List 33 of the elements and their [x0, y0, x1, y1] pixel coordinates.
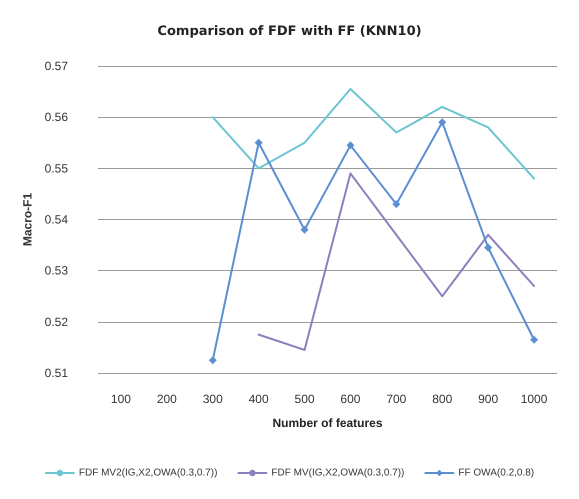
y-tick-label: 0.52	[44, 314, 68, 329]
y-tick-label: 0.53	[44, 264, 68, 278]
x-tick-label: 300	[202, 392, 224, 406]
x-tick-label: 900	[478, 392, 498, 406]
y-tick-label: 0.56	[44, 110, 68, 124]
x-tick-label: 100	[110, 392, 132, 406]
x-tick-label: 700	[386, 392, 407, 406]
point	[208, 356, 217, 364]
point	[346, 141, 354, 150]
point	[392, 200, 400, 208]
x-axis-title: Number of features	[272, 416, 383, 430]
point	[530, 336, 538, 344]
chart-title: Comparison of FDF with FF (KNN10)	[157, 24, 422, 39]
y-tick-label: 0.54	[44, 212, 68, 226]
point	[484, 244, 492, 252]
y-tick-label: 0.51	[44, 366, 68, 380]
y-tick-label: 0.57	[44, 59, 68, 73]
y-axis-title: Macro-F1	[20, 192, 35, 246]
legend-label: FDF MV2(IG,X2,OWA(0.3,0.7))	[78, 468, 218, 478]
x-tick-label: 200	[156, 392, 178, 406]
y-tick-label: 0.55	[44, 161, 68, 176]
legend-label: FDF MV(IG,X2,OWA(0.3,0.7))	[271, 468, 404, 478]
point	[300, 226, 309, 234]
x-tick-label: 600	[340, 392, 361, 406]
point	[438, 118, 446, 126]
line-series	[212, 88, 536, 180]
x-tick-label: 400	[248, 392, 269, 406]
line-series	[258, 172, 536, 351]
point	[254, 138, 263, 147]
x-tick-label: 500	[294, 392, 315, 406]
x-tick-label: 1000	[520, 392, 548, 406]
x-tick-label: 800	[432, 392, 453, 406]
legend-label: FF OWA(0.2,0.8)	[458, 468, 534, 478]
